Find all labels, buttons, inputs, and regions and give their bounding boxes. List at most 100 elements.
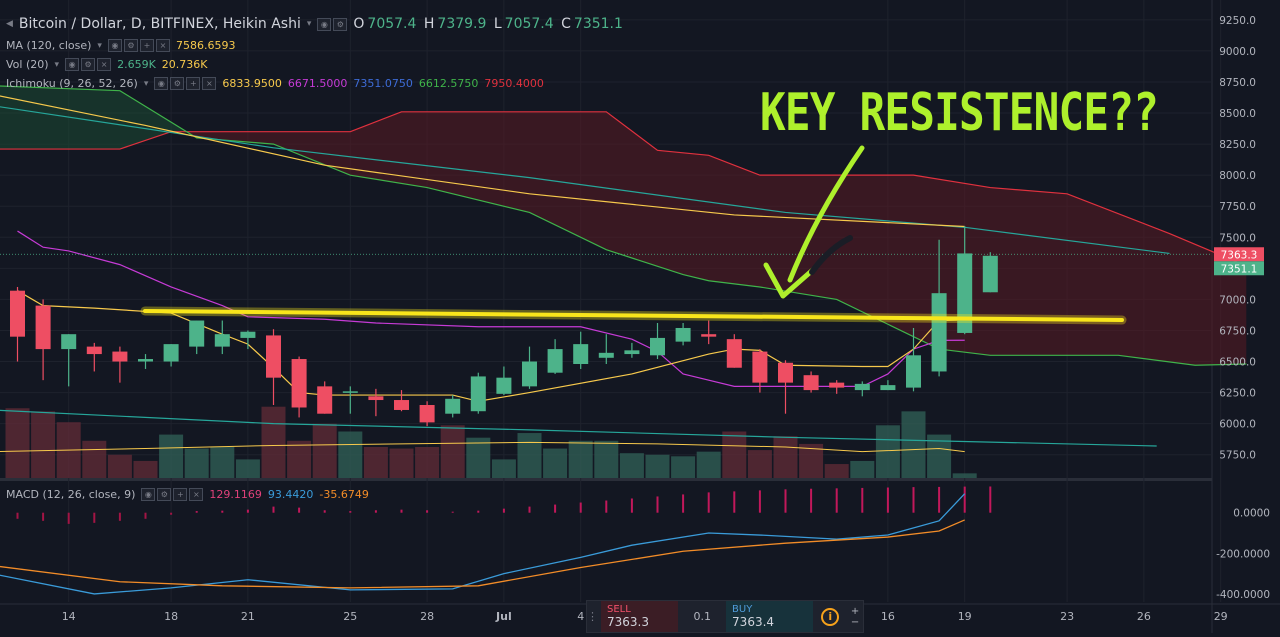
current-price-badge [1214,247,1264,262]
candle-body [470,376,486,412]
volume-bar [312,423,337,478]
candle-body [906,355,921,388]
settings-icon[interactable]: ⚙ [333,17,348,31]
candle-body [394,400,409,410]
volume-ma-line [0,441,965,453]
candle-body [266,335,281,378]
macd-signal-line [0,519,965,589]
settings-icon[interactable]: ⚙ [123,39,138,52]
sell-price: 7363.3 [607,615,649,629]
close-price-badge-text: 7351.1 [1221,263,1258,275]
buy-button[interactable]: BUY 7363.4 [726,601,814,632]
ohlc-close-key: C [561,16,571,32]
volume-bar [287,440,312,478]
eye-icon[interactable]: ◉ [65,58,80,71]
volume-bar [389,448,414,478]
volume-bar [850,460,875,478]
symbol-title: Bitcoin / Dollar, D, BITFINEX, Heikin As… [18,16,301,32]
ohlc-values: O 7057.4 H 7379.9 L 7057.4 C 7351.1 [353,16,626,32]
vol-legend[interactable]: Vol (20) ▾ ◉ ⚙ × 2.659K 20.736K [6,58,208,71]
ichimoku-legend[interactable]: Ichimoku (9, 26, 52, 26) ▾ ◉ ⚙ + × 6833.… [6,77,544,90]
chevron-down-icon[interactable]: ▾ [97,40,102,51]
time-tick-label: 4 [577,610,584,623]
volume-bar [517,433,542,478]
candle-body [829,382,845,388]
price-tick-label: 9250.0 [1219,15,1256,27]
volume-bar [619,453,644,478]
ohlc-low-value: 7057.4 [504,16,554,32]
settings-icon[interactable]: ⚙ [157,488,172,501]
candle-body [317,386,333,414]
time-tick-label: 29 [1214,610,1228,623]
settings-icon[interactable]: ⚙ [170,77,185,90]
quantity-stepper[interactable]: + − [847,601,863,632]
price-tick-label: 7000.0 [1219,294,1256,306]
sell-button[interactable]: SELL 7363.3 [601,601,679,632]
candle-body [419,405,435,423]
plus-icon[interactable]: + [850,605,860,617]
vol-label: Vol (20) [6,58,49,71]
candle-body [650,337,665,356]
chevron-down-icon[interactable]: ▾ [143,78,149,89]
chevron-down-icon[interactable]: ▾ [54,59,60,70]
volume-bars [5,406,977,478]
add-icon[interactable]: + [173,488,188,501]
collapse-arrow-icon[interactable]: ◀ [6,19,13,29]
volume-bar [363,447,388,478]
ichimoku-chikou-line [0,106,1170,255]
ichimoku-senkou-b-value: 7950.4000 [484,77,544,90]
volume-bar [824,464,849,478]
ichimoku-senkou-a-line [0,85,1247,366]
candle-body [752,351,768,383]
lower-trend-line [0,409,1157,447]
info-button[interactable]: i [813,601,847,632]
volume-bar [31,411,56,478]
candle-body [35,305,51,350]
candle-body [445,398,461,414]
volume-bar [594,440,619,478]
candle-body [138,359,153,362]
ichimoku-chikou-value: 7351.0750 [353,77,413,90]
time-axis-labels: 14 18 21 25 28 Jul 4 16 19 23 26 29 [62,610,1228,623]
settings-icon[interactable]: ⚙ [81,58,96,71]
close-icon[interactable]: × [189,488,204,501]
eye-icon[interactable]: ◉ [141,488,156,501]
close-icon[interactable]: × [202,77,217,90]
candle-body [291,359,307,408]
price-tick-label: 8000.0 [1219,170,1256,182]
candle-body [163,344,179,362]
candle-body [368,396,384,401]
symbol-legend[interactable]: ◀ Bitcoin / Dollar, D, BITFINEX, Heikin … [6,16,626,32]
add-icon[interactable]: + [186,77,201,90]
close-icon[interactable]: × [155,39,170,52]
ma-120-line [0,95,965,228]
close-icon[interactable]: × [97,58,112,71]
ichimoku-tenkan-value: 6833.9500 [222,77,282,90]
candle-body [573,344,589,365]
eye-icon[interactable]: ◉ [317,17,332,31]
volume-bar [747,450,772,478]
candle-body [10,290,25,337]
ichimoku-cloud-bearish [190,111,1247,366]
minus-icon[interactable]: − [850,616,860,628]
candle-body [547,349,563,373]
ohlc-high-value: 7379.9 [437,16,487,32]
add-icon[interactable]: + [139,39,154,52]
ma-legend[interactable]: MA (120, close) ▾ ◉ ⚙ + × 7586.6593 [6,39,235,52]
eye-icon[interactable]: ◉ [107,39,122,52]
candle-body [112,351,128,362]
eye-icon[interactable]: ◉ [154,77,169,90]
candle-body [496,377,512,394]
chevron-down-icon[interactable]: ▾ [306,19,312,29]
volume-bar [5,408,30,478]
candle-body [675,327,691,342]
time-tick-label: 23 [1060,610,1074,623]
macd-legend[interactable]: MACD (12, 26, close, 9) ◉ ⚙ + × 129.1169… [6,488,369,501]
ichimoku-kijun-value: 6671.5000 [287,77,348,90]
time-tick-label: 19 [958,610,972,623]
drag-handle-icon[interactable]: ⋮⋮ [587,610,609,623]
volume-bar [799,443,824,478]
macd-histogram-value: 129.1169 [209,488,262,501]
